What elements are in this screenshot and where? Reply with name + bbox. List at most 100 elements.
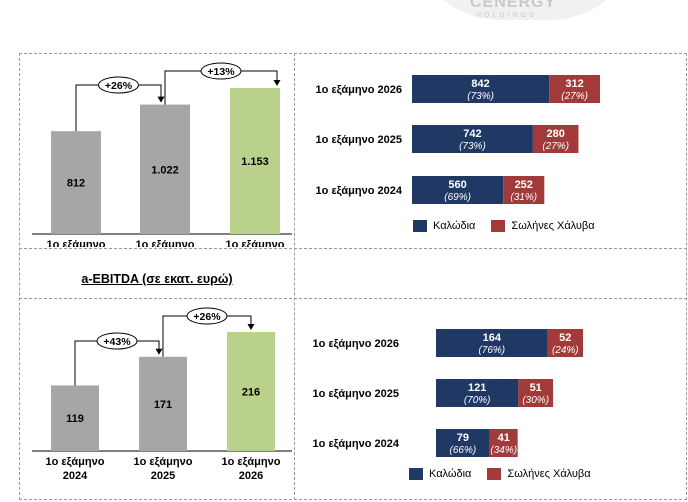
- row-category-label: 1ο εξάμηνο 2024: [316, 185, 403, 197]
- steel-pipes-value-label: 41: [498, 432, 510, 444]
- growth-arrowhead: [273, 80, 281, 86]
- legend-label-steel-pipes: Σωλήνες Χάλυβα: [507, 468, 591, 480]
- sales-split-bar-chart: 1ο εξάμηνο 2026 842(73%)312(27%)1ο εξάμην…: [316, 75, 600, 204]
- column-divider: [294, 53, 295, 500]
- category-label: 1ο εξάμηνο: [47, 239, 106, 247]
- growth-badge: [200, 62, 242, 80]
- bar: [230, 88, 280, 234]
- bar-segment-steel-pipes: [489, 429, 518, 457]
- bar: [51, 385, 99, 451]
- growth-arrowhead: [247, 324, 255, 330]
- bar-segment-cables: [436, 379, 519, 407]
- cables-value-label: 79: [457, 432, 469, 444]
- legend-label-cables: Καλώδια: [433, 220, 476, 232]
- bar-segment-cables: [412, 176, 504, 204]
- bar-value-label: 119: [66, 413, 84, 425]
- legend-label-steel-pipes: Σωλήνες Χάλυβα: [511, 220, 595, 232]
- steel-pipes-share-label: (27%): [542, 141, 569, 152]
- steel-pipes-share-label: (24%): [552, 345, 579, 356]
- cables-value-label: 121: [468, 382, 486, 394]
- growth-badge: [98, 76, 139, 94]
- sales-legend: Καλώδια Σωλήνες Χάλυβα: [413, 220, 611, 232]
- category-label: 1ο εξάμηνο: [226, 239, 285, 247]
- bar-value-label: 1.022: [151, 164, 179, 176]
- legend-label-cables: Καλώδια: [429, 468, 472, 480]
- row-category-label: 1ο εξάμηνο 2024: [313, 438, 400, 450]
- category-year-label: 2026: [239, 470, 263, 482]
- bar: [227, 332, 275, 451]
- logo-subtitle: HOLDINGS: [476, 12, 537, 19]
- bar-segment-steel-pipes: [503, 176, 545, 204]
- cables-share-label: (73%): [459, 141, 486, 152]
- steel-pipes-share-label: (30%): [522, 395, 549, 406]
- legend-item-cables: Καλώδια: [409, 468, 471, 480]
- row-category-label: 1ο εξάμηνο 2026: [316, 84, 402, 96]
- steel-pipes-value-label: 252: [515, 179, 533, 191]
- cables-value-label: 560: [448, 179, 466, 191]
- bar-segment-steel-pipes: [518, 379, 554, 407]
- row-category-label: 1ο εξάμηνο 2025: [316, 134, 402, 146]
- growth-arrowhead: [157, 96, 165, 103]
- cables-value-label: 842: [471, 78, 489, 90]
- steel-pipes-value-label: 52: [559, 332, 571, 344]
- bar-segment-steel-pipes: [547, 329, 583, 357]
- cables-share-label: (70%): [464, 395, 491, 406]
- growth-label: +43%: [103, 336, 131, 348]
- cables-share-label: (69%): [444, 192, 471, 203]
- steel-pipes-value-label: 280: [547, 128, 565, 140]
- row-category-label: 1ο εξάμηνο 2025: [313, 388, 399, 400]
- growth-label: +13%: [207, 66, 235, 78]
- bar-segment-cables: [436, 429, 490, 457]
- category-label: 1ο εξάμηνο: [136, 239, 195, 247]
- bar-segment-steel-pipes: [532, 125, 579, 153]
- company-logo: CENERGY HOLDINGS: [410, 0, 640, 20]
- bar-value-label: 1.153: [241, 156, 269, 168]
- row-category-label: 1ο εξάμηνο 2026: [313, 338, 399, 350]
- legend-item-steel-pipes: Σωλήνες Χάλυβα: [491, 220, 595, 232]
- cables-value-label: 742: [463, 128, 481, 140]
- legend-swatch-steel-pipes: [491, 220, 506, 232]
- bar-value-label: 171: [154, 399, 172, 411]
- logo-name: CENERGY: [470, 0, 557, 11]
- category-label: 1ο εξάμηνο: [222, 456, 281, 468]
- bar-segment-cables: [436, 329, 548, 357]
- growth-badge: [96, 332, 138, 350]
- steel-pipes-value-label: 51: [530, 382, 542, 394]
- bar-segment-cables: [412, 125, 533, 153]
- steel-pipes-share-label: (34%): [490, 445, 517, 456]
- legend-swatch-cables: [409, 468, 423, 480]
- cables-share-label: (73%): [467, 91, 494, 102]
- bar: [51, 131, 101, 234]
- steel-pipes-share-label: (27%): [561, 91, 588, 102]
- steel-pipes-share-label: (31%): [510, 192, 537, 203]
- legend-swatch-cables: [413, 220, 427, 232]
- bar: [140, 104, 190, 234]
- growth-badge: [186, 307, 228, 325]
- outer-frame: [19, 53, 687, 500]
- ebitda-section-title: a-EBITDA (σε εκατ. ευρώ): [81, 272, 233, 286]
- bar-segment-steel-pipes: [549, 75, 600, 103]
- category-year-label: 2025: [151, 470, 175, 482]
- legend-swatch-steel-pipes: [487, 468, 502, 480]
- ebitda-split-bar-chart: 1ο εξάμηνο 2026 164(76%) 52(24%) 1ο εξάμηνο…: [313, 329, 583, 457]
- ebitda-legend: Καλώδια Σωλήνες Χάλυβα: [409, 468, 607, 480]
- bar-segment-cables: [412, 75, 550, 103]
- row-divider-bottom: [19, 298, 687, 299]
- ebitda-total-bar-chart: 119 1ο εξάμηνο 2024 171 1ο εξάμηνο 2025 216 1ο …: [32, 307, 292, 482]
- bar-value-label: 812: [67, 178, 85, 190]
- category-label: 1ο εξάμηνο: [46, 456, 105, 468]
- legend-item-steel-pipes: Σωλήνες Χάλυβα: [487, 468, 591, 480]
- cables-share-label: (76%): [478, 345, 505, 356]
- bar-value-label: 216: [242, 387, 260, 399]
- cables-value-label: 164: [483, 332, 502, 344]
- category-year-label: 2024: [63, 470, 88, 482]
- growth-label: +26%: [193, 311, 221, 323]
- row-divider-top: [19, 248, 687, 249]
- growth-label: +26%: [105, 80, 133, 92]
- legend-item-cables: Καλώδια: [413, 220, 475, 232]
- steel-pipes-value-label: 312: [565, 78, 583, 90]
- category-label: 1ο εξάμηνο: [134, 456, 193, 468]
- cables-share-label: (66%): [450, 445, 477, 456]
- growth-arrowhead: [155, 348, 163, 355]
